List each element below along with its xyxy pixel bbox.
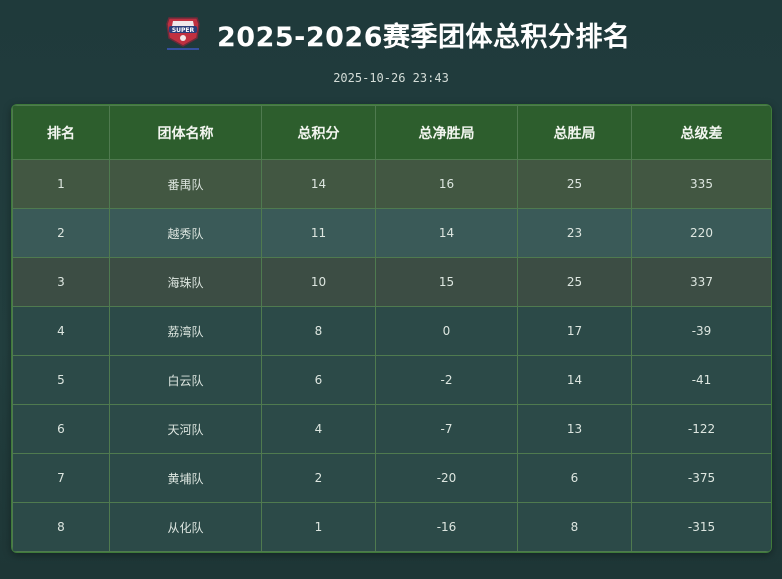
cell-net-games: 15 <box>375 257 518 307</box>
column-header-total-points: 总积分 <box>261 105 376 160</box>
cell-net-games: -16 <box>375 502 518 552</box>
column-header-net-games: 总净胜局 <box>375 105 518 160</box>
cell-total-points: 4 <box>261 404 376 454</box>
cell-team-name: 越秀队 <box>109 208 262 258</box>
cell-team-name: 天河队 <box>109 404 262 454</box>
cell-level-diff: -39 <box>631 306 771 356</box>
table-row: 4 荔湾队 8 0 17 -39 <box>12 306 771 356</box>
cell-games-won: 6 <box>517 453 632 503</box>
cell-rank: 6 <box>12 404 110 454</box>
cell-total-points: 14 <box>261 159 376 209</box>
cell-level-diff: -122 <box>631 404 771 454</box>
cell-total-points: 2 <box>261 453 376 503</box>
cell-level-diff: 337 <box>631 257 771 307</box>
cell-net-games: -2 <box>375 355 518 405</box>
table-row: 6 天河队 4 -7 13 -122 <box>12 404 771 454</box>
cell-rank: 8 <box>12 502 110 552</box>
cell-net-games: 16 <box>375 159 518 209</box>
table-row: 3 海珠队 10 15 25 337 <box>12 257 771 307</box>
cell-rank: 3 <box>12 257 110 307</box>
cell-net-games: -7 <box>375 404 518 454</box>
cell-total-points: 1 <box>261 502 376 552</box>
table-row: 2 越秀队 11 14 23 220 <box>12 208 771 258</box>
table-row: 5 白云队 6 -2 14 -41 <box>12 355 771 405</box>
page-header: SUPER 2025-2026赛季团体总积分排名 <box>0 12 782 53</box>
cell-team-name: 白云队 <box>109 355 262 405</box>
cell-total-points: 10 <box>261 257 376 307</box>
cell-team-name: 海珠队 <box>109 257 262 307</box>
column-header-rank: 排名 <box>12 105 110 160</box>
column-header-team-name: 团体名称 <box>109 105 262 160</box>
cell-team-name: 从化队 <box>109 502 262 552</box>
cell-level-diff: -41 <box>631 355 771 405</box>
cell-games-won: 23 <box>517 208 632 258</box>
cell-net-games: 0 <box>375 306 518 356</box>
cell-total-points: 11 <box>261 208 376 258</box>
cell-rank: 4 <box>12 306 110 356</box>
standings-table: 排名 团体名称 总积分 总净胜局 总胜局 总级差 1 番禺队 14 16 25 335 2 越秀队 11 1… <box>11 104 772 553</box>
league-logo: SUPER <box>166 17 200 50</box>
svg-text:SUPER: SUPER <box>172 27 195 34</box>
table-row: 7 黄埔队 2 -20 6 -375 <box>12 453 771 503</box>
cell-games-won: 25 <box>517 257 632 307</box>
update-timestamp: 2025-10-26 23:43 <box>333 71 449 85</box>
cell-rank: 2 <box>12 208 110 258</box>
cell-total-points: 6 <box>261 355 376 405</box>
cell-rank: 1 <box>12 159 110 209</box>
cell-level-diff: 220 <box>631 208 771 258</box>
cell-games-won: 25 <box>517 159 632 209</box>
table-row: 8 从化队 1 -16 8 -315 <box>12 502 771 552</box>
cell-games-won: 8 <box>517 502 632 552</box>
cell-team-name: 荔湾队 <box>109 306 262 356</box>
column-header-games-won: 总胜局 <box>517 105 632 160</box>
cell-level-diff: -375 <box>631 453 771 503</box>
cell-net-games: 14 <box>375 208 518 258</box>
table-header-row: 排名 团体名称 总积分 总净胜局 总胜局 总级差 <box>12 105 771 160</box>
page-title: 2025-2026赛季团体总积分排名 <box>217 22 631 53</box>
cell-net-games: -20 <box>375 453 518 503</box>
cell-games-won: 13 <box>517 404 632 454</box>
cell-team-name: 番禺队 <box>109 159 262 209</box>
cell-level-diff: -315 <box>631 502 771 552</box>
table-row: 1 番禺队 14 16 25 335 <box>12 159 771 209</box>
cell-level-diff: 335 <box>631 159 771 209</box>
cell-team-name: 黄埔队 <box>109 453 262 503</box>
cell-total-points: 8 <box>261 306 376 356</box>
cell-rank: 5 <box>12 355 110 405</box>
column-header-level-diff: 总级差 <box>631 105 771 160</box>
cell-games-won: 14 <box>517 355 632 405</box>
cell-games-won: 17 <box>517 306 632 356</box>
cell-rank: 7 <box>12 453 110 503</box>
